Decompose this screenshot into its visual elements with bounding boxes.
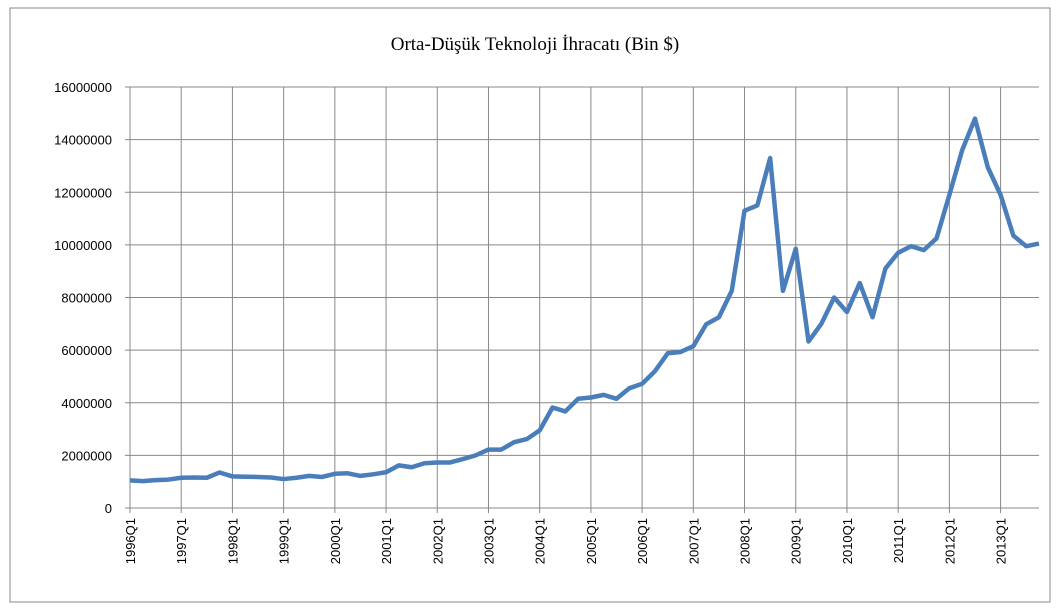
x-tick-label: 1999Q1 (277, 518, 292, 564)
x-tick-label: 2013Q1 (994, 518, 1009, 564)
x-tick-label: 2002Q1 (430, 518, 445, 564)
x-tick-label: 2007Q1 (686, 518, 701, 564)
y-tick-label: 16000000 (54, 80, 112, 95)
x-tick-label: 2011Q1 (891, 518, 906, 563)
x-tick-label: 2005Q1 (584, 518, 599, 564)
x-tick-label: 2001Q1 (379, 518, 394, 564)
y-tick-label: 14000000 (54, 133, 112, 148)
data-line (129, 116, 1040, 484)
chart-title: Orta-Düşük Teknoloji İhracatı (Bin $) (391, 34, 680, 55)
y-tick-label: 10000000 (54, 238, 112, 253)
x-tick-label: 2004Q1 (533, 518, 548, 564)
x-tick-label: 1997Q1 (174, 518, 189, 564)
x-tick-label: 2008Q1 (738, 518, 753, 564)
x-tick-label: 2006Q1 (635, 518, 650, 564)
x-tick-label: 2010Q1 (840, 518, 855, 564)
y-tick-label: 6000000 (61, 343, 112, 358)
x-tick-label: 2012Q1 (942, 518, 957, 564)
x-tick-label: 2000Q1 (328, 518, 343, 564)
y-tick-label: 12000000 (54, 185, 112, 200)
x-tick-label: 2003Q1 (481, 518, 496, 564)
y-tick-label: 2000000 (61, 448, 112, 463)
x-tick-label: 1996Q1 (123, 518, 138, 564)
chart-frame (9, 7, 1051, 603)
x-tick-label: 1998Q1 (225, 518, 240, 564)
y-tick-label: 4000000 (61, 396, 112, 411)
x-tick-label: 2009Q1 (789, 518, 804, 564)
y-tick-label: 0 (105, 501, 112, 516)
y-tick-label: 8000000 (61, 291, 112, 306)
